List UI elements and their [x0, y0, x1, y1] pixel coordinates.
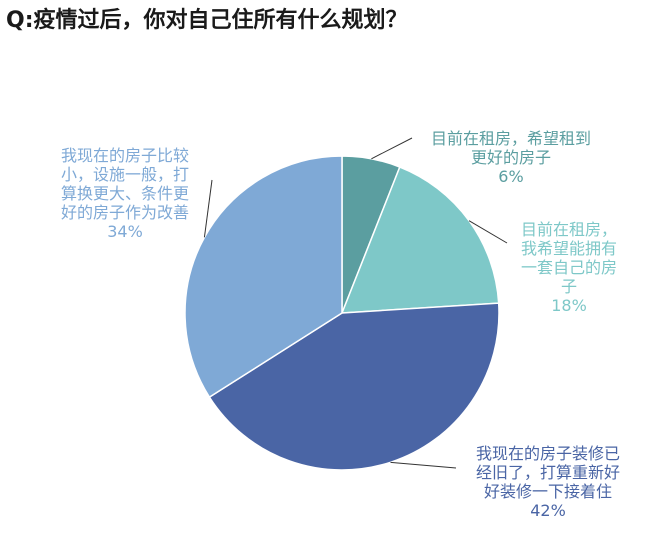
pie-slices — [184, 155, 500, 471]
leader-line — [371, 137, 413, 160]
leader-line — [203, 179, 213, 238]
pie-chart — [184, 137, 508, 471]
chart-title: Q:疫情过后，你对自己住所有什么规划？ — [6, 8, 408, 33]
slice-label-text: 我现在的房子比较 小，设施一般，打 算换更大、条件更 好的房子作为改善 — [60, 146, 189, 222]
slice-percent-label: 18% — [551, 296, 587, 315]
leader-lines — [203, 137, 508, 469]
slice-label-rent-better: 目前在租房，希望租到 更好的房子 6% — [408, 110, 614, 205]
slice-label-text: 我现在的房子装修已 经旧了，打算重新好 好装修一下接着住 — [475, 444, 620, 501]
leader-line — [390, 461, 457, 469]
slice-label-text: 目前在租房，希望租到 更好的房子 — [430, 129, 591, 167]
slice-percent-label: 34% — [107, 222, 143, 241]
slice-percent-label: 42% — [530, 501, 566, 520]
chart-stage: Q:疫情过后，你对自己住所有什么规划？ 目前在租房，希望租到 更好的房子 6% … — [6, 8, 626, 520]
slice-label-renovate: 我现在的房子装修已 经旧了，打算重新好 好装修一下接着住 42% — [448, 425, 648, 539]
slice-label-upgrade: 我现在的房子比较 小，设施一般，打 算换更大、条件更 好的房子作为改善 34% — [30, 127, 220, 260]
pie-slice-renovate — [208, 302, 500, 471]
leader-line — [468, 220, 508, 244]
pie-slice-upgrade — [184, 155, 343, 399]
slice-label-text: 目前在租房， 我希望能拥有 一套自己的房 子 — [520, 220, 617, 296]
slice-percent-label: 6% — [498, 167, 524, 186]
slice-label-rent-buy: 目前在租房， 我希望能拥有 一套自己的房 子 18% — [512, 201, 626, 334]
